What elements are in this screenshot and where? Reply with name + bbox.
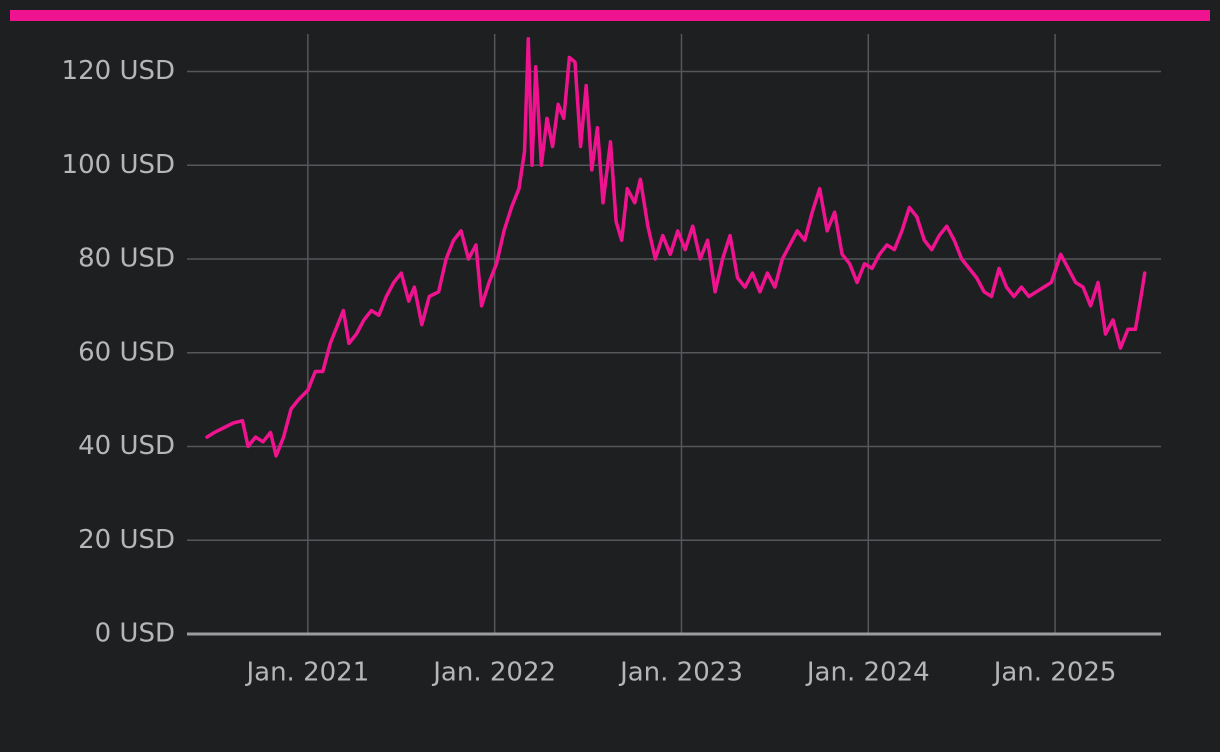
x-tick-label: Jan. 2024: [805, 658, 930, 688]
y-tick-label: 20 USD: [78, 525, 175, 555]
grid: 0 USD 20 USD 40 USD 60 USD 80 USD 100 USD 120 …: [62, 34, 1161, 688]
price-line: [205, 36, 1147, 458]
x-tick-label: Jan. 2022: [431, 658, 556, 688]
y-tick-label: 40 USD: [78, 431, 175, 461]
top-bar: [10, 10, 1210, 21]
x-tick-label: Jan. 2021: [244, 658, 369, 688]
x-tick-label: Jan. 2023: [618, 658, 743, 688]
y-tick-label: 0 USD: [95, 619, 175, 649]
y-tick-label: 120 USD: [62, 56, 175, 86]
x-tick-label: Jan. 2025: [992, 658, 1117, 688]
y-tick-label: 100 USD: [62, 150, 175, 180]
y-tick-label: 80 USD: [78, 244, 175, 274]
plot: [205, 36, 1147, 458]
y-tick-label: 60 USD: [78, 337, 175, 367]
